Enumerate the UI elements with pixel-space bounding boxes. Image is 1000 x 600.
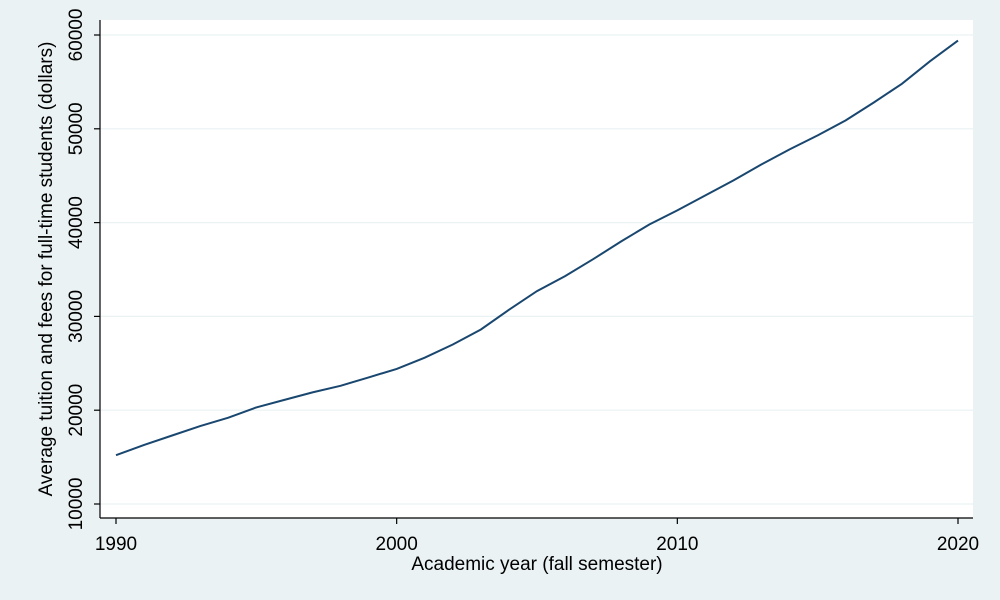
- y-tick-label: 60000: [66, 9, 87, 62]
- grid-lines: [100, 34, 973, 505]
- x-axis-title: Academic year (fall semester): [411, 554, 662, 575]
- axes: [99, 20, 973, 519]
- x-tick-label: 2010: [656, 534, 698, 555]
- x-tick-label: 2020: [937, 534, 979, 555]
- series-line: [115, 39, 959, 457]
- y-tick-label: 10000: [66, 478, 87, 531]
- plot-area: [100, 20, 973, 518]
- x-ticks: 1990 2000 2010 2020: [95, 518, 979, 555]
- x-tick-label: 1990: [95, 534, 137, 555]
- x-tick-label: 2000: [376, 534, 418, 555]
- y-tick-label: 30000: [66, 290, 87, 343]
- y-tick-label: 20000: [66, 384, 87, 437]
- y-tick-label: 40000: [66, 196, 87, 249]
- y-axis-title: Average tuition and fees for full-time s…: [36, 42, 57, 497]
- y-tick-label: 50000: [66, 102, 87, 155]
- y-ticks: 10000 20000 30000 40000 50000 60000: [66, 9, 100, 531]
